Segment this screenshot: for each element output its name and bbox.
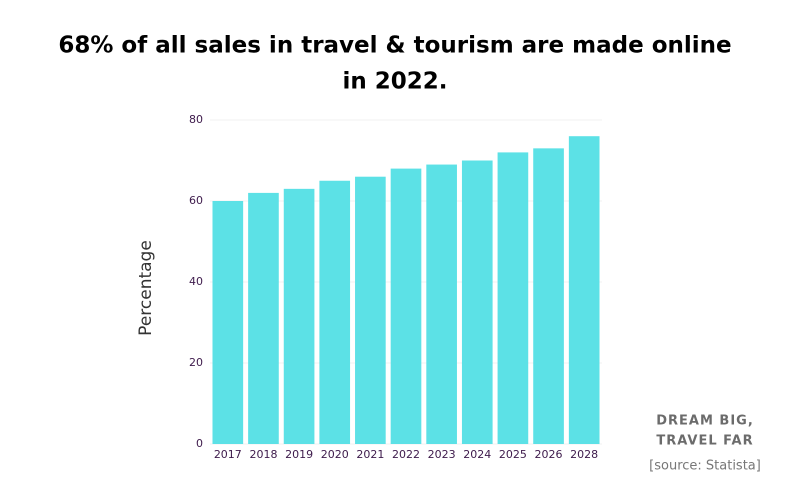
bar <box>390 168 422 444</box>
chart-title: 68% of all sales in travel & tourism are… <box>58 33 731 59</box>
bar <box>426 164 457 445</box>
x-tick-label: 2023 <box>428 448 456 461</box>
source-note: [source: Statista] <box>649 459 761 474</box>
bar <box>248 192 279 444</box>
x-tick-label: 2026 <box>535 448 563 461</box>
y-tick-label: 40 <box>189 275 203 288</box>
x-tick-label: 2018 <box>249 448 277 461</box>
bar <box>212 201 244 444</box>
bar <box>568 136 600 444</box>
bar <box>355 176 386 444</box>
chart-title: in 2022. <box>342 69 447 95</box>
x-tick-label: 2022 <box>392 448 420 461</box>
bar <box>319 180 351 444</box>
x-tick-label: 2024 <box>463 448 491 461</box>
x-tick-label: 2028 <box>570 448 598 461</box>
bar <box>533 148 564 444</box>
x-tick-label: 2019 <box>285 448 313 461</box>
bar <box>497 152 529 444</box>
brand-text: TRAVEL FAR <box>656 434 753 449</box>
y-axis-label: Percentage <box>136 240 156 336</box>
y-tick-label: 20 <box>189 356 203 369</box>
brand-text: DREAM BIG, <box>656 414 754 429</box>
y-tick-label: 0 <box>196 437 203 450</box>
x-tick-label: 2017 <box>214 448 242 461</box>
bar <box>461 160 493 444</box>
x-tick-label: 2021 <box>356 448 384 461</box>
y-tick-label: 60 <box>189 194 203 207</box>
bar <box>283 188 315 444</box>
y-tick-label: 80 <box>189 113 203 126</box>
x-tick-label: 2020 <box>321 448 349 461</box>
x-tick-label: 2025 <box>499 448 527 461</box>
